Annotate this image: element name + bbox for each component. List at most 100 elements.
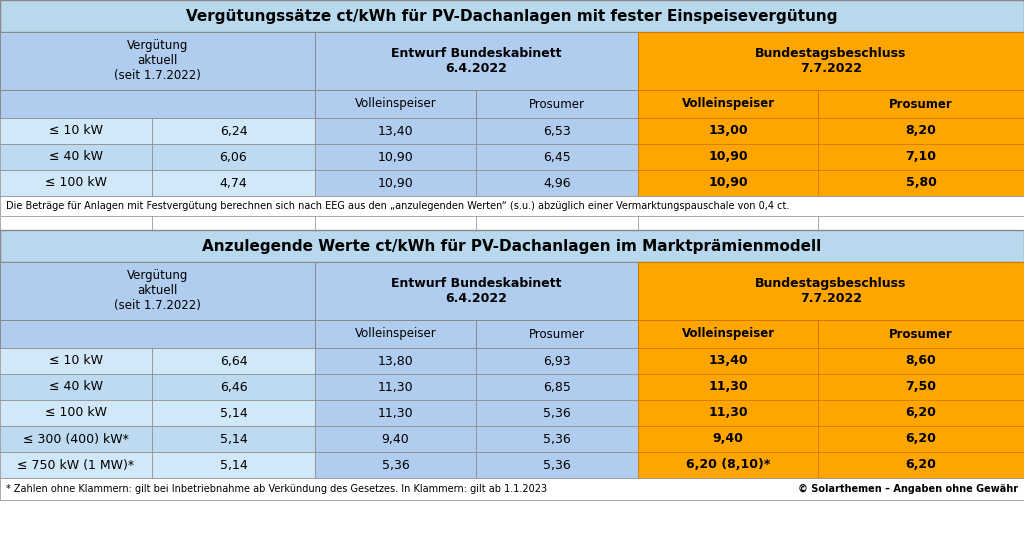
Bar xyxy=(315,320,476,348)
Bar xyxy=(0,348,152,374)
Text: ≤ 10 kW: ≤ 10 kW xyxy=(49,125,103,137)
Text: 4,74: 4,74 xyxy=(219,177,248,189)
Text: 6,46: 6,46 xyxy=(220,380,248,394)
Bar xyxy=(0,90,315,118)
Text: 8,60: 8,60 xyxy=(905,355,936,368)
Text: 11,30: 11,30 xyxy=(378,380,414,394)
Bar xyxy=(0,0,1024,32)
Bar xyxy=(315,452,476,478)
Bar xyxy=(152,144,315,170)
Bar xyxy=(0,320,315,348)
Bar xyxy=(0,216,1024,230)
Bar xyxy=(0,170,152,196)
Text: 5,36: 5,36 xyxy=(543,432,570,446)
Text: Bundestagsbeschluss
7.7.2022: Bundestagsbeschluss 7.7.2022 xyxy=(756,47,906,75)
Bar xyxy=(315,32,638,90)
Bar xyxy=(638,374,818,400)
Text: 11,30: 11,30 xyxy=(378,407,414,419)
Text: 9,40: 9,40 xyxy=(382,432,410,446)
Text: Volleinspeiser: Volleinspeiser xyxy=(681,97,774,111)
Text: 9,40: 9,40 xyxy=(713,432,743,446)
Bar xyxy=(638,144,818,170)
Bar xyxy=(476,90,638,118)
Bar xyxy=(315,262,638,320)
Bar xyxy=(476,348,638,374)
Text: 6,45: 6,45 xyxy=(543,150,570,164)
Bar xyxy=(0,426,152,452)
Text: 6,24: 6,24 xyxy=(220,125,248,137)
Text: ≤ 40 kW: ≤ 40 kW xyxy=(49,150,103,164)
Text: Vergütung
aktuell
(seit 1.7.2022): Vergütung aktuell (seit 1.7.2022) xyxy=(114,270,201,312)
Bar xyxy=(638,426,818,452)
Bar xyxy=(152,452,315,478)
Text: 13,80: 13,80 xyxy=(378,355,414,368)
Bar xyxy=(638,320,818,348)
Bar xyxy=(315,348,476,374)
Bar xyxy=(476,118,638,144)
Text: ≤ 300 (400) kW*: ≤ 300 (400) kW* xyxy=(24,432,129,446)
Text: ≤ 10 kW: ≤ 10 kW xyxy=(49,355,103,368)
Text: Bundestagsbeschluss
7.7.2022: Bundestagsbeschluss 7.7.2022 xyxy=(756,277,906,305)
Text: ≤ 750 kW (1 MW)*: ≤ 750 kW (1 MW)* xyxy=(17,458,134,471)
Text: 10,90: 10,90 xyxy=(378,177,414,189)
Bar xyxy=(818,348,1024,374)
Text: 5,80: 5,80 xyxy=(905,177,936,189)
Bar xyxy=(476,452,638,478)
Bar xyxy=(0,478,1024,500)
Bar xyxy=(476,170,638,196)
Text: 4,96: 4,96 xyxy=(543,177,570,189)
Bar xyxy=(0,400,152,426)
Text: 6,06: 6,06 xyxy=(219,150,248,164)
Text: Entwurf Bundeskabinett
6.4.2022: Entwurf Bundeskabinett 6.4.2022 xyxy=(391,277,562,305)
Text: 13,40: 13,40 xyxy=(709,355,748,368)
Bar xyxy=(315,426,476,452)
Text: * Zahlen ohne Klammern: gilt bei Inbetriebnahme ab Verkündung des Gesetzes. In K: * Zahlen ohne Klammern: gilt bei Inbetri… xyxy=(6,484,547,494)
Text: © Solarthemen – Angaben ohne Gewähr: © Solarthemen – Angaben ohne Gewähr xyxy=(798,484,1018,494)
Text: Prosumer: Prosumer xyxy=(529,97,585,111)
Text: 5,14: 5,14 xyxy=(219,407,248,419)
Text: 13,00: 13,00 xyxy=(709,125,748,137)
Text: 10,90: 10,90 xyxy=(709,150,748,164)
Text: 5,36: 5,36 xyxy=(382,458,410,471)
Text: Volleinspeiser: Volleinspeiser xyxy=(354,327,436,340)
Text: Volleinspeiser: Volleinspeiser xyxy=(354,97,436,111)
Text: Entwurf Bundeskabinett
6.4.2022: Entwurf Bundeskabinett 6.4.2022 xyxy=(391,47,562,75)
Bar xyxy=(0,452,152,478)
Text: Volleinspeiser: Volleinspeiser xyxy=(681,327,774,340)
Bar xyxy=(476,320,638,348)
Bar xyxy=(638,452,818,478)
Bar xyxy=(315,90,476,118)
Bar xyxy=(315,400,476,426)
Bar xyxy=(152,118,315,144)
Bar xyxy=(638,32,1024,90)
Text: Vergütungssätze ct/kWh für PV-Dachanlagen mit fester Einspeisevergütung: Vergütungssätze ct/kWh für PV-Dachanlage… xyxy=(186,9,838,24)
Text: ≤ 100 kW: ≤ 100 kW xyxy=(45,407,106,419)
Text: 5,14: 5,14 xyxy=(219,432,248,446)
Text: Anzulegende Werte ct/kWh für PV-Dachanlagen im Marktprämienmodell: Anzulegende Werte ct/kWh für PV-Dachanla… xyxy=(203,239,821,254)
Bar xyxy=(818,320,1024,348)
Text: 6,20: 6,20 xyxy=(905,432,936,446)
Bar xyxy=(152,400,315,426)
Bar xyxy=(152,348,315,374)
Text: 6,53: 6,53 xyxy=(543,125,570,137)
Bar xyxy=(0,196,1024,216)
Bar xyxy=(152,426,315,452)
Text: 6,64: 6,64 xyxy=(220,355,248,368)
Bar xyxy=(0,262,315,320)
Bar xyxy=(476,400,638,426)
Bar xyxy=(476,426,638,452)
Text: 5,36: 5,36 xyxy=(543,407,570,419)
Text: 7,10: 7,10 xyxy=(905,150,937,164)
Text: 13,40: 13,40 xyxy=(378,125,414,137)
Text: 7,50: 7,50 xyxy=(905,380,937,394)
Text: Prosumer: Prosumer xyxy=(889,327,953,340)
Bar xyxy=(638,348,818,374)
Bar xyxy=(818,90,1024,118)
Text: 11,30: 11,30 xyxy=(709,380,748,394)
Bar xyxy=(818,374,1024,400)
Bar xyxy=(0,230,1024,262)
Bar xyxy=(315,144,476,170)
Bar xyxy=(476,144,638,170)
Bar xyxy=(315,170,476,196)
Bar xyxy=(638,170,818,196)
